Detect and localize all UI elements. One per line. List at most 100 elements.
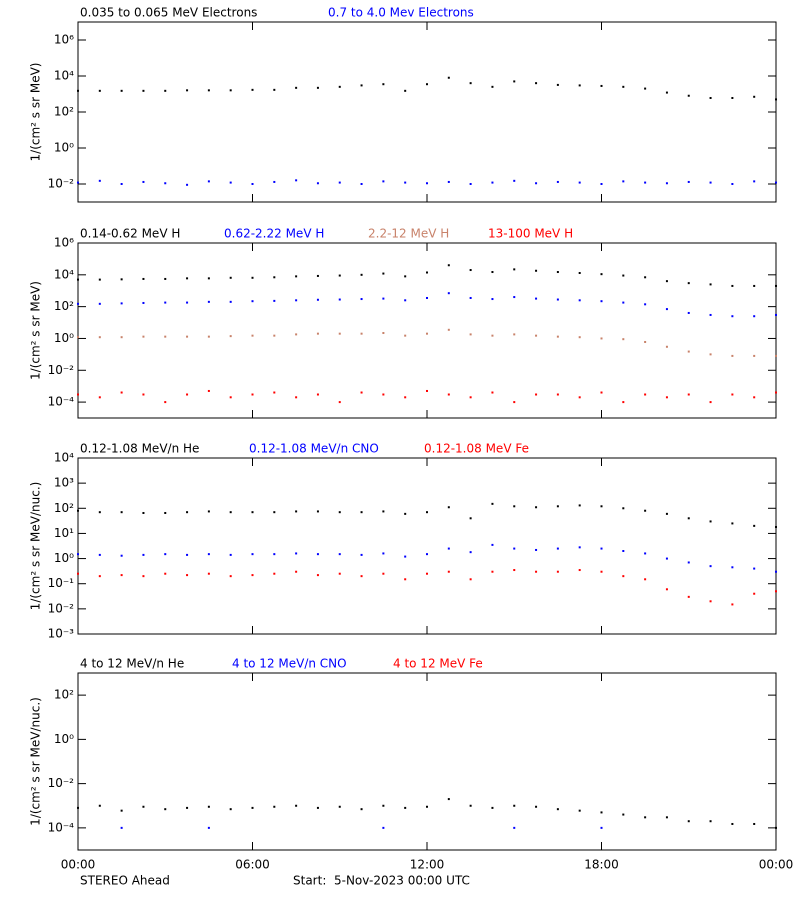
data-point (469, 82, 472, 85)
data-point (338, 332, 341, 335)
data-point (77, 302, 79, 305)
data-point (731, 96, 734, 99)
data-point (382, 332, 385, 335)
data-point (207, 572, 210, 575)
data-point (186, 574, 189, 577)
y-tick-label: 10³ (54, 476, 74, 490)
data-point (469, 578, 472, 581)
data-point (687, 393, 690, 396)
data-point (753, 284, 756, 287)
data-point (229, 553, 232, 556)
data-point (164, 572, 167, 575)
data-point (578, 504, 581, 507)
data-point (644, 181, 647, 184)
data-point (251, 806, 254, 809)
data-point (338, 805, 341, 808)
data-point (665, 512, 668, 515)
data-point (731, 603, 734, 606)
y-tick-label: 10¹ (54, 526, 74, 540)
data-point (316, 574, 319, 577)
y-tick-label: 10⁰ (54, 141, 74, 155)
data-point (622, 575, 625, 578)
data-point (98, 804, 101, 807)
data-point (338, 572, 341, 575)
legend-entry: 2.2-12 MeV H (368, 227, 449, 241)
data-point (644, 509, 647, 512)
data-point (164, 89, 167, 92)
data-point (142, 277, 145, 280)
data-point (622, 813, 625, 816)
y-tick-label: 10⁶ (54, 236, 74, 250)
data-point (469, 396, 472, 399)
data-point (644, 393, 647, 396)
data-point (98, 302, 101, 305)
data-point (665, 182, 668, 185)
data-point (164, 511, 167, 514)
data-point (273, 334, 276, 337)
data-point (665, 557, 668, 560)
data-point (556, 335, 559, 338)
data-point (98, 336, 101, 339)
data-point (382, 297, 385, 300)
data-point (731, 566, 734, 569)
y-tick-label: 10² (54, 299, 74, 313)
data-point (207, 389, 210, 392)
data-point (556, 271, 559, 274)
data-point (687, 180, 690, 183)
data-point (382, 180, 385, 183)
data-point (404, 806, 407, 809)
data-point (273, 553, 276, 556)
data-point (338, 553, 341, 556)
data-point (120, 826, 123, 829)
data-point (229, 276, 232, 279)
data-point (775, 526, 777, 529)
data-point (622, 85, 625, 88)
data-point (426, 389, 428, 392)
data-point (513, 401, 516, 404)
legend-entry: 0.12-1.08 MeV/n He (80, 442, 199, 456)
data-point (731, 522, 734, 525)
y-tick-label: 10⁻² (48, 177, 75, 191)
legend-entry: 0.14-0.62 MeV H (80, 227, 180, 241)
data-point (360, 553, 363, 556)
data-point (447, 292, 450, 295)
data-point (578, 569, 581, 572)
data-point (295, 552, 298, 555)
data-point (491, 391, 494, 394)
data-point (426, 332, 428, 335)
data-point (600, 337, 603, 340)
legend-entry: 13-100 MeV H (488, 227, 573, 241)
data-point (556, 570, 559, 573)
data-point (251, 393, 254, 396)
data-point (600, 273, 603, 276)
data-point (77, 181, 79, 184)
y-tick-label: 10² (54, 688, 74, 702)
y-axis-label: 1/(cm² s sr MeV/nuc.) (29, 482, 43, 611)
data-point (556, 547, 559, 550)
data-point (98, 511, 101, 514)
data-point (622, 507, 625, 510)
data-point (295, 86, 298, 89)
data-point (491, 806, 494, 809)
data-point (404, 181, 407, 184)
data-point (142, 180, 145, 183)
data-point (77, 806, 79, 809)
data-point (404, 334, 407, 337)
x-tick-label: 06:00 (235, 858, 270, 872)
y-tick-label: 10⁻² (48, 601, 75, 615)
data-point (775, 98, 777, 101)
data-point (273, 805, 276, 808)
data-point (229, 181, 232, 184)
data-point (98, 575, 101, 578)
data-point (251, 88, 254, 91)
data-point (447, 393, 450, 396)
data-point (382, 826, 385, 829)
data-point (491, 85, 494, 88)
data-point (687, 94, 690, 97)
data-point (382, 552, 385, 555)
data-point (360, 808, 363, 811)
y-tick-label: 10⁻¹ (48, 576, 75, 590)
data-point (600, 183, 603, 185)
y-tick-label: 10⁴ (54, 267, 74, 281)
data-point (491, 570, 494, 573)
